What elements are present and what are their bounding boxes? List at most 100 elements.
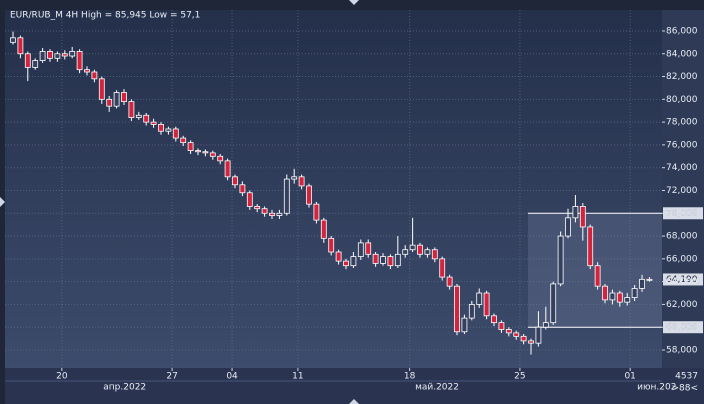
x-tick-label: 04: [226, 372, 238, 382]
candle-body: [10, 37, 16, 43]
candle-body: [639, 278, 645, 289]
candle-body: [113, 92, 120, 107]
candle-body: [372, 253, 379, 264]
candle-body: [609, 292, 616, 301]
y-tick-label: 66,000: [666, 254, 698, 264]
y-tick-label: 74,000: [666, 163, 698, 173]
labels: 58,000 60,000 62,000 64,000 66,000 68,000 70,0…: [56, 26, 698, 393]
y-tick-label: 62,000: [666, 300, 698, 310]
left-marker: [0, 197, 5, 207]
candle-body: [439, 258, 446, 278]
y-tick-label: 60,000: [666, 323, 698, 333]
last-price-tag: [663, 273, 703, 286]
month-label: июн.202: [637, 383, 676, 393]
candle-body: [98, 78, 105, 100]
candle-body: [135, 114, 142, 118]
candle-body: [61, 53, 68, 57]
candle-body: [239, 184, 246, 194]
x-tick-label: 18: [404, 372, 416, 382]
candles: [10, 31, 653, 355]
candle-body: [468, 304, 475, 319]
x-tick-label: 20: [56, 372, 68, 382]
candle-body: [298, 176, 305, 187]
candle-body: [498, 322, 505, 330]
x-tick-label: 11: [292, 372, 303, 382]
candle-body: [180, 137, 187, 144]
time-axis: [5, 368, 704, 404]
candle-body: [269, 212, 275, 216]
candle-body: [202, 151, 209, 154]
x-tick-label: 27: [166, 372, 177, 382]
candle-body: [417, 244, 423, 255]
y-tick-label: 78,000: [666, 118, 698, 128]
candle-body: [565, 217, 571, 237]
candle-body: [542, 322, 549, 328]
candle-body: [291, 176, 298, 180]
candle-body: [387, 256, 394, 267]
candle-body: [409, 244, 416, 251]
candle-body: [283, 178, 290, 214]
candle-body: [424, 249, 431, 255]
month-label: апр.2022: [103, 383, 146, 393]
candle-body: [158, 123, 164, 132]
candle-body: [380, 256, 386, 264]
candle-body: [121, 92, 127, 103]
candle-body: [520, 335, 527, 342]
candle-body: [165, 128, 172, 132]
candle-body: [535, 326, 542, 344]
y-tick-label: 72,000: [666, 186, 698, 196]
candle-body: [587, 226, 594, 267]
candle-body: [557, 235, 564, 285]
candle-body: [394, 253, 401, 267]
y-tick-label: 82,000: [666, 72, 698, 82]
candle-body: [579, 206, 586, 228]
candle-body: [246, 192, 253, 207]
candle-body: [320, 219, 327, 239]
candle-body: [476, 292, 483, 305]
candle-body: [550, 283, 557, 324]
candle-body: [483, 292, 490, 317]
candle-body: [69, 51, 76, 57]
y-tick-label: 84,000: [666, 49, 698, 59]
candle-body: [328, 237, 335, 253]
candle-body: [17, 37, 24, 55]
candle-body: [106, 98, 113, 107]
x-tick-label: 01: [624, 372, 635, 382]
candle-body: [261, 208, 268, 214]
bottom-marker: [349, 399, 359, 404]
candle-body: [572, 206, 579, 219]
candle-body: [150, 121, 157, 125]
top-marker: [349, 0, 359, 5]
y-tick-label: 70,000: [666, 209, 698, 219]
candle-body: [357, 242, 364, 257]
y-tick-label: 80,000: [666, 95, 698, 105]
candle-body: [39, 51, 46, 61]
month-label: май.2022: [415, 383, 459, 393]
candle-body: [431, 249, 438, 260]
y-tick-label: 58,000: [666, 345, 698, 355]
candle-body: [446, 276, 453, 287]
level-tag: [663, 207, 703, 220]
candle-body: [128, 101, 135, 118]
candle-body: [594, 265, 601, 287]
candle-body: [187, 142, 194, 152]
candle-body: [54, 53, 61, 59]
candle-body: [454, 285, 460, 333]
candle-body: [143, 114, 150, 123]
corner-info: >88<: [671, 384, 698, 394]
price-axis: [662, 10, 704, 368]
candle-body: [84, 69, 90, 73]
candle-body: [172, 128, 179, 139]
candle-body: [24, 53, 31, 68]
y-tick-label: 86,000: [666, 26, 698, 36]
candle-body: [76, 51, 83, 71]
candle-body: [528, 340, 534, 344]
x-tick-label: 25: [514, 372, 525, 382]
candle-body: [602, 285, 608, 301]
level-label: 70,000: [666, 209, 698, 219]
y-tick-label: 68,000: [666, 232, 698, 242]
candle-body: [631, 288, 638, 298]
candle-body: [217, 155, 224, 162]
level-tag: [663, 321, 703, 334]
